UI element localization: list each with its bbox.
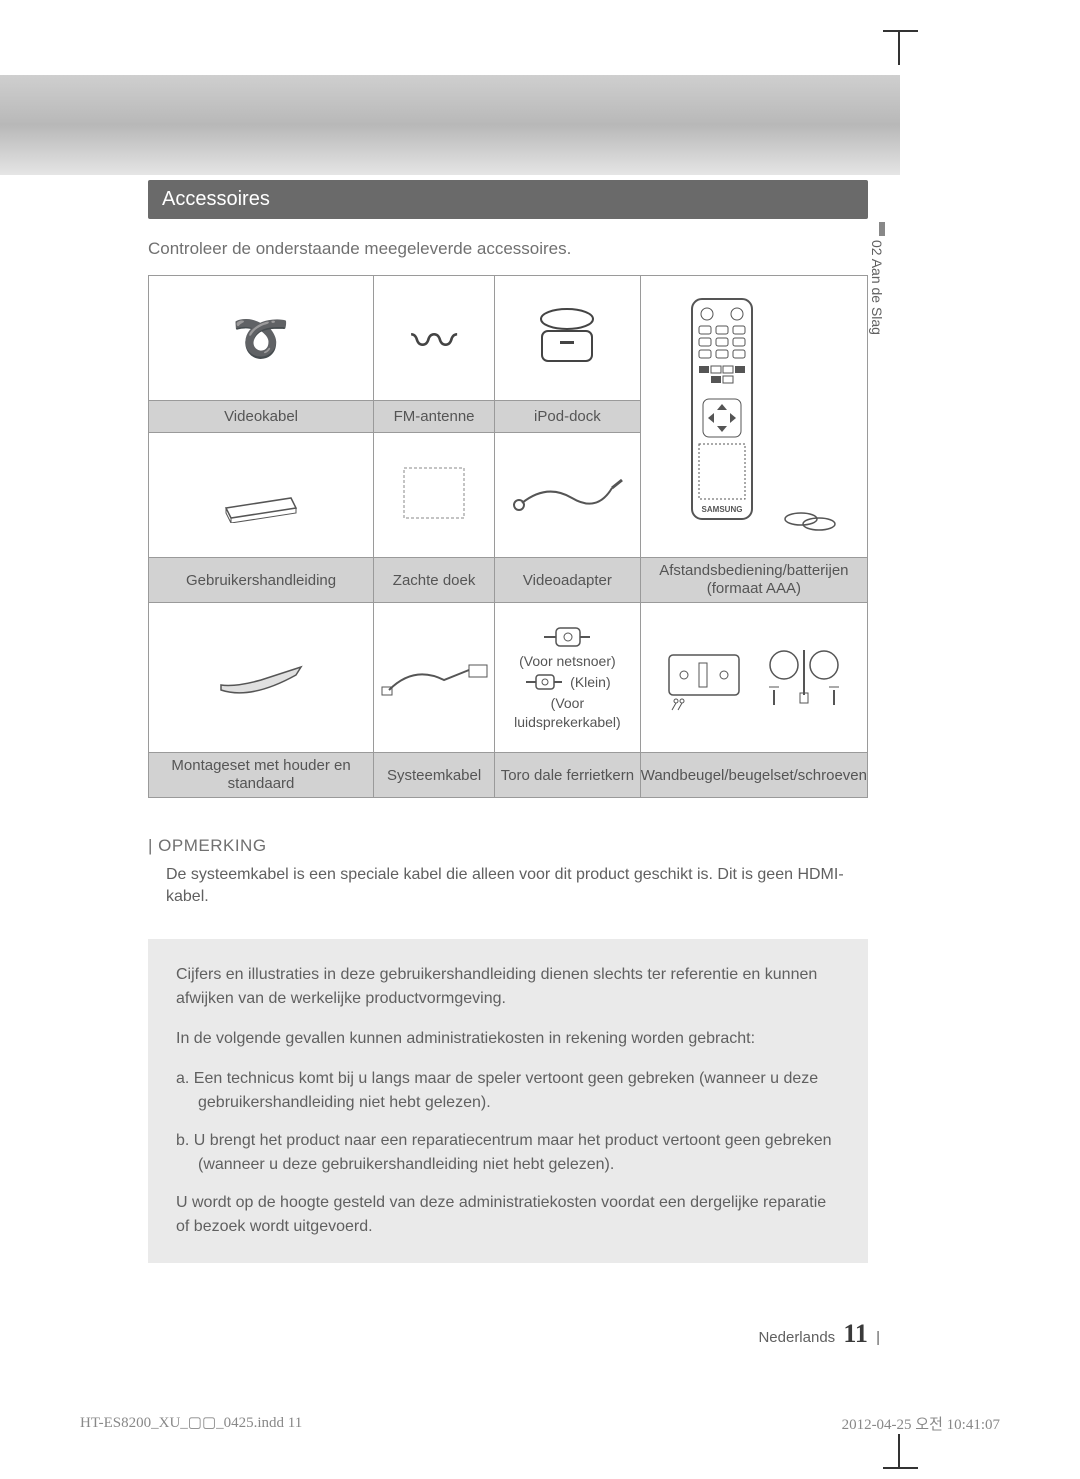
ferrite-large-icon: [542, 624, 592, 650]
label-mount-kit: Montageset met houder en standaard: [149, 753, 374, 798]
infobox-p3: U wordt op de hoogte gesteld van deze ad…: [176, 1191, 840, 1239]
label-ipod-dock: iPod-dock: [495, 401, 641, 433]
label-ferrite: Toro dale ferrietkern: [495, 753, 641, 798]
illustration-fm-antenne: 〰: [374, 276, 495, 401]
footer-lang: Nederlands: [758, 1329, 835, 1346]
infobox-p1: Cijfers en illustraties in deze gebruike…: [176, 963, 840, 1011]
label-wall-bracket-text: Wandbeugel/beugelset/schroeven: [641, 767, 867, 784]
illustration-remote-batteries: SAMSUNG: [640, 276, 867, 558]
antenna-wire-icon: 〰: [411, 305, 457, 371]
print-footer: HT-ES8200_XU_▢▢_0425.indd 11 2012-04-25 …: [80, 1413, 1000, 1434]
note-body: De systeemkabel is een speciale kabel di…: [166, 864, 868, 909]
illustration-ipod-dock: [495, 276, 641, 401]
header-gradient-band: [0, 75, 900, 175]
ferrite-annot-1: (Voor netsnoer): [519, 652, 616, 670]
label-fm-antenne: FM-antenne: [374, 401, 495, 433]
illustration-wall-bracket: [640, 603, 867, 753]
label-system-cable: Systeemkabel: [374, 753, 495, 798]
label-cloth: Zachte doek: [374, 558, 495, 603]
illustration-system-cable: [374, 603, 495, 753]
illustration-mount-kit: [149, 603, 374, 753]
illustration-video-adapter: [495, 433, 641, 558]
note-section: OPMERKING De systeemkabel is een special…: [148, 836, 868, 909]
label-videokabel: Videokabel: [149, 401, 374, 433]
stand-holder-icon: [201, 645, 321, 705]
infobox-item-a: a. Een technicus komt bij u langs maar d…: [176, 1067, 840, 1115]
system-cable-icon: [374, 645, 494, 705]
crop-mark-top: [898, 30, 900, 65]
label-remote: Afstandsbediening/batterijen (formaat AA…: [640, 558, 867, 603]
manual-book-icon: [216, 463, 306, 523]
infobox-item-b: b. U brengt het product naar een reparat…: [176, 1129, 840, 1177]
accessories-table: ➰ 〰 SAMSUNG: [148, 275, 868, 798]
page-content: Accessoires Controleer de onderstaande m…: [148, 180, 868, 1263]
adapter-cable-icon: [507, 468, 627, 518]
ferrite-annot-3: (Voor luidsprekerkabel): [501, 694, 634, 730]
label-adapter: Videoadapter: [495, 558, 641, 603]
illustration-ferrite-core: (Voor netsnoer) (Klein) (Voor luidspreke…: [495, 603, 641, 753]
note-heading: OPMERKING: [148, 836, 868, 856]
illustration-soft-cloth: [374, 433, 495, 558]
illustration-videokabel: ➰: [149, 276, 374, 401]
side-tab-marker: [879, 222, 885, 236]
cloth-icon: [389, 458, 479, 528]
label-manual: Gebruikershandleiding: [149, 558, 374, 603]
intro-paragraph: Controleer de onderstaande meegeleverde …: [148, 239, 868, 259]
ipod-dock-icon: [522, 301, 612, 371]
ferrite-annot-2: (Klein): [570, 673, 610, 691]
remote-control-icon: SAMSUNG: [667, 294, 777, 534]
side-tab-label: 02 Aan de Slag: [869, 240, 885, 335]
section-title-bar: Accessoires: [148, 180, 868, 219]
footer-pipe: |: [876, 1329, 880, 1346]
page-footer: Nederlands 11 |: [758, 1319, 880, 1349]
illustration-manual: [149, 433, 374, 558]
footer-page-number: 11: [843, 1319, 868, 1348]
wall-bracket-icon: [654, 635, 854, 715]
ferrite-small-icon: [524, 672, 564, 692]
batteries-icon: [781, 504, 841, 534]
cable-coiled-icon: ➰: [232, 311, 289, 366]
info-box: Cijfers en illustraties in deze gebruike…: [148, 939, 868, 1263]
label-wall-bracket: Wandbeugel/beugelset/schroeven: [640, 753, 867, 798]
print-filename: HT-ES8200_XU_▢▢_0425.indd 11: [80, 1413, 302, 1434]
infobox-p2: In de volgende gevallen kunnen administr…: [176, 1027, 840, 1051]
print-timestamp: 2012-04-25 오전 10:41:07: [842, 1413, 1000, 1434]
svg-text:SAMSUNG: SAMSUNG: [701, 505, 742, 514]
crop-mark-bottom: [898, 1434, 900, 1469]
